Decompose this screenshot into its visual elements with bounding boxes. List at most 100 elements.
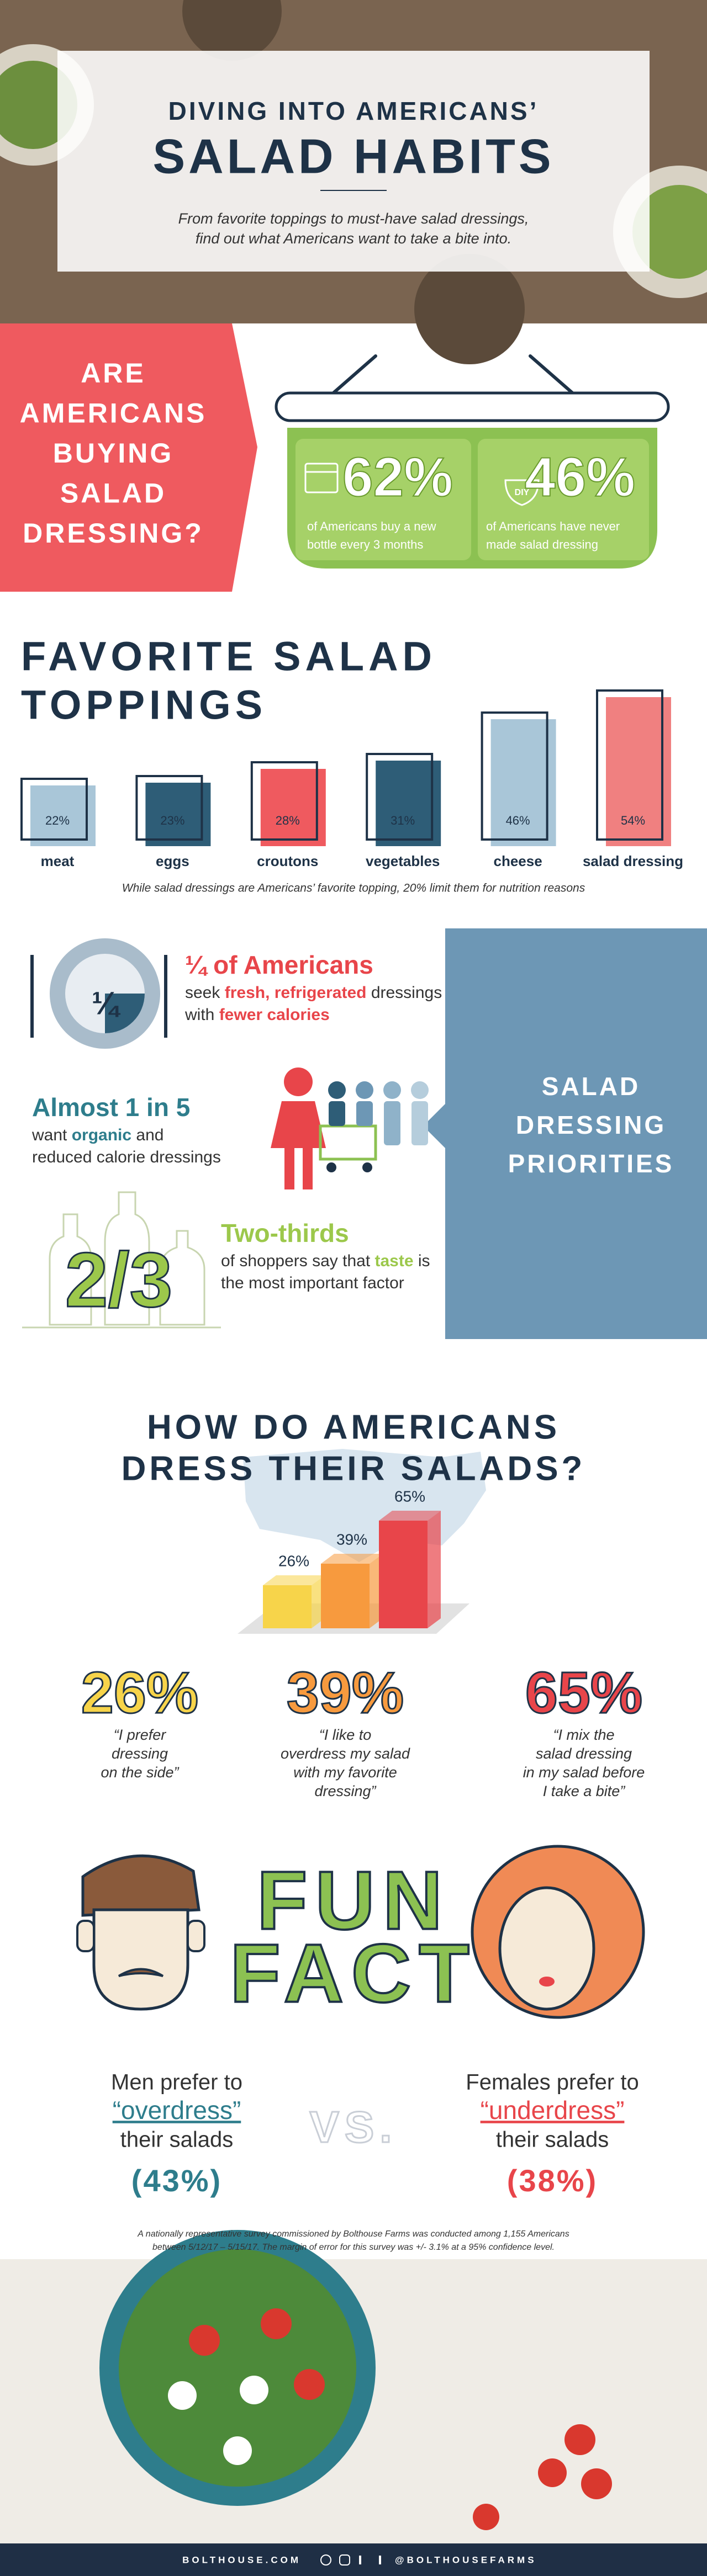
value-label: 26% bbox=[278, 1552, 309, 1569]
fun-fact-title: FUN bbox=[257, 1854, 450, 1947]
salad bbox=[632, 185, 707, 279]
social-icon bbox=[379, 2556, 381, 2564]
bottles-label: 2/3 bbox=[65, 1236, 173, 1323]
basket-handle bbox=[330, 354, 377, 396]
caption: “I like to bbox=[319, 1727, 372, 1743]
question-panel bbox=[0, 323, 257, 592]
chart-title: FAVORITE SALAD bbox=[21, 634, 436, 679]
bar bbox=[30, 785, 96, 846]
bar bbox=[376, 761, 441, 846]
line-segment: is bbox=[414, 1252, 430, 1270]
bar bbox=[263, 1585, 312, 1628]
bar-outline bbox=[135, 775, 203, 841]
social-icon bbox=[359, 2556, 361, 2564]
line-segment: taste bbox=[375, 1252, 414, 1270]
caption: overdress my salad bbox=[281, 1745, 410, 1762]
bowl bbox=[182, 0, 282, 61]
value-label: 31% bbox=[391, 814, 415, 827]
stat-caption: bottle every 3 months bbox=[307, 538, 423, 551]
tomato bbox=[261, 2308, 292, 2339]
fun-fact-line: Females prefer to bbox=[466, 2070, 639, 2095]
mozzarella bbox=[168, 2381, 197, 2410]
fun-fact-line: Men prefer to bbox=[111, 2070, 242, 2095]
basket-handle bbox=[529, 354, 576, 396]
bar bbox=[321, 1564, 370, 1628]
line-segment: fewer calories bbox=[219, 1006, 330, 1024]
bar-outline bbox=[596, 689, 663, 841]
footnote: between 5/12/17 – 5/15/17. The margin of… bbox=[152, 2243, 555, 2252]
bar-top bbox=[379, 1511, 441, 1521]
item-heading: ¼ of Americans bbox=[185, 950, 373, 979]
man-mustache bbox=[118, 1968, 164, 1977]
bar bbox=[145, 783, 211, 846]
stat-box bbox=[296, 439, 471, 560]
bar bbox=[490, 719, 556, 846]
fun-fact-line: their salads bbox=[496, 2128, 609, 2152]
panel-title: DRESSING bbox=[516, 1111, 666, 1139]
person-icon bbox=[329, 1101, 345, 1126]
fun-fact-title: FACT bbox=[230, 1927, 477, 2020]
big-value: 26% bbox=[81, 1660, 198, 1725]
bowl bbox=[414, 254, 525, 364]
panel-title: SALAD bbox=[542, 1072, 640, 1101]
bar-outline bbox=[250, 761, 318, 841]
woman-icon bbox=[471, 1845, 645, 2019]
person-icon bbox=[411, 1081, 429, 1099]
bar-outline bbox=[20, 778, 88, 841]
bottle bbox=[49, 1213, 92, 1326]
shopper-head bbox=[284, 1067, 313, 1096]
category-label: vegetables bbox=[366, 853, 440, 869]
stat-caption: made salad dressing bbox=[486, 538, 598, 551]
question: SALAD bbox=[60, 478, 166, 509]
bottle bbox=[159, 1230, 205, 1326]
man-face bbox=[92, 1908, 189, 2011]
subtitle: find out what Americans want to take a b… bbox=[196, 230, 511, 247]
fun-fact-percent: (38%) bbox=[507, 2163, 598, 2198]
fun-fact-line: their salads bbox=[120, 2128, 234, 2152]
line-segment: the most important factor bbox=[221, 1274, 404, 1292]
shopper-body bbox=[271, 1101, 326, 1148]
title-box bbox=[57, 51, 650, 272]
item-line: want organic and bbox=[31, 1126, 163, 1144]
basket-rim bbox=[275, 391, 670, 422]
bowl-icon bbox=[504, 479, 540, 506]
cart-wheel bbox=[326, 1162, 336, 1172]
question: DRESSING? bbox=[23, 518, 204, 549]
value-label: 46% bbox=[506, 814, 530, 827]
cart-wheel bbox=[362, 1162, 372, 1172]
stat-value: 46% bbox=[525, 446, 635, 508]
shopper-icon bbox=[271, 1067, 429, 1189]
footer-link: BOLTHOUSE.COM bbox=[182, 2554, 301, 2565]
shopper-leg bbox=[303, 1148, 313, 1189]
stat-caption: of Americans buy a new bbox=[307, 519, 436, 533]
bar-top bbox=[321, 1554, 383, 1564]
plate-quarter bbox=[105, 994, 145, 1033]
caption: dressing bbox=[112, 1745, 168, 1762]
stat-box bbox=[478, 439, 649, 560]
caption: “I prefer bbox=[114, 1727, 167, 1743]
category-label: eggs bbox=[156, 853, 189, 869]
category-label: salad dressing bbox=[583, 853, 683, 869]
chart-title: TOPPINGS bbox=[21, 682, 267, 728]
bar-outline bbox=[481, 711, 548, 841]
salad-greens bbox=[119, 2249, 356, 2487]
line-segment: of shoppers say that bbox=[221, 1252, 375, 1270]
footer-handle: @BOLTHOUSEFARMS bbox=[395, 2554, 537, 2565]
question: BUYING bbox=[53, 438, 173, 469]
title: DIVING INTO AMERICANS’ bbox=[168, 97, 539, 125]
social-icon bbox=[339, 2554, 350, 2566]
item-heading: Almost 1 in 5 bbox=[32, 1093, 190, 1122]
person-icon bbox=[383, 1081, 401, 1099]
line-segment: dressings bbox=[366, 984, 442, 1002]
stat-caption: of Americans have never bbox=[486, 519, 620, 533]
item-line: seek fresh, refrigerated dressings bbox=[185, 984, 442, 1002]
shopper-leg bbox=[284, 1148, 294, 1189]
bar-outline bbox=[366, 753, 434, 841]
item-heading: Two-thirds bbox=[221, 1219, 349, 1247]
value-label: 65% bbox=[394, 1488, 425, 1505]
woman-face bbox=[498, 1886, 595, 2011]
calendar-icon bbox=[304, 463, 339, 493]
caption: in my salad before bbox=[523, 1764, 645, 1781]
